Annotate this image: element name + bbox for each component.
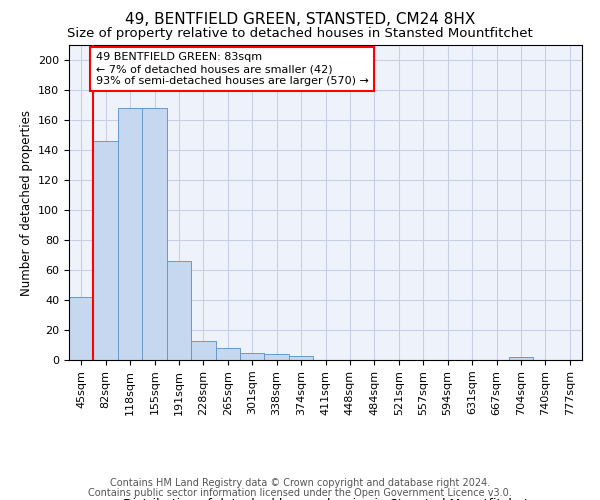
Y-axis label: Number of detached properties: Number of detached properties bbox=[20, 110, 32, 296]
Bar bbox=[509, 357, 533, 360]
Bar bbox=[265, 354, 289, 360]
X-axis label: Distribution of detached houses by size in Stansted Mountfitchet: Distribution of detached houses by size … bbox=[122, 498, 529, 500]
Text: Contains HM Land Registry data © Crown copyright and database right 2024.: Contains HM Land Registry data © Crown c… bbox=[110, 478, 490, 488]
Text: 49 BENTFIELD GREEN: 83sqm
← 7% of detached houses are smaller (42)
93% of semi-d: 49 BENTFIELD GREEN: 83sqm ← 7% of detach… bbox=[96, 52, 369, 86]
Bar bbox=[142, 108, 167, 360]
Bar bbox=[167, 261, 191, 360]
Text: 49, BENTFIELD GREEN, STANSTED, CM24 8HX: 49, BENTFIELD GREEN, STANSTED, CM24 8HX bbox=[125, 12, 475, 28]
Text: Size of property relative to detached houses in Stansted Mountfitchet: Size of property relative to detached ho… bbox=[67, 28, 533, 40]
Bar bbox=[289, 356, 313, 360]
Bar bbox=[191, 340, 215, 360]
Bar bbox=[240, 352, 265, 360]
Text: Contains public sector information licensed under the Open Government Licence v3: Contains public sector information licen… bbox=[88, 488, 512, 498]
Bar bbox=[215, 348, 240, 360]
Bar bbox=[69, 297, 94, 360]
Bar bbox=[118, 108, 142, 360]
Bar bbox=[94, 141, 118, 360]
